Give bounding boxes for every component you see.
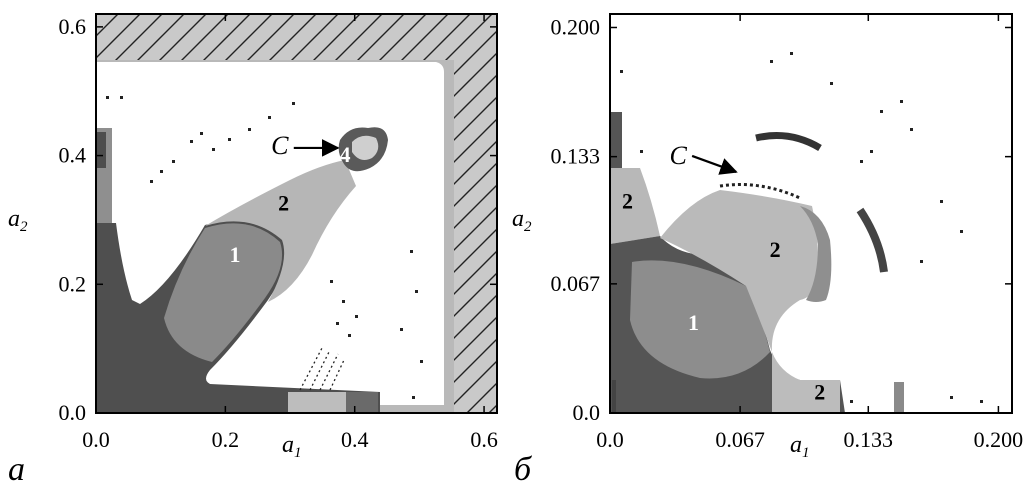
panel-b-dots <box>620 52 983 403</box>
panel-b-arc-1 <box>755 132 822 152</box>
panel-b-region-2-mid <box>660 190 819 352</box>
panel-b-region-2-bottom <box>772 352 840 413</box>
panel-b-annotation: C <box>669 141 738 175</box>
panel-b-ytick-label: 0.0 <box>573 400 601 425</box>
panel-b-ytick-label: 0.133 <box>551 144 601 169</box>
panel-b-region-labels: 2 2 1 2 4 <box>622 189 831 405</box>
panel-b-frame <box>609 13 1013 414</box>
panel-a-ytick-label: 0.6 <box>59 14 87 39</box>
panel-b-region-2-left <box>610 168 660 244</box>
panel-b-ytick-label: 0.200 <box>551 14 601 39</box>
panel-a-ticks: 0.0 0.2 0.4 0.6 0.0 0.2 0.4 0.6 <box>59 14 498 452</box>
panel-a-xtick-label: 0.6 <box>470 427 498 452</box>
panel-b-left-strip-top <box>610 112 622 170</box>
panel-b-vstrip-1 <box>894 382 904 413</box>
panel-a-blob-C-light <box>352 135 379 160</box>
panel-a-regions <box>96 14 497 413</box>
panel-b-region-1 <box>630 260 770 379</box>
panel-a-annotation: C <box>271 131 340 160</box>
panel-b-xtick-label: 0.133 <box>844 427 894 452</box>
panel-b-ticks: 0.0 0.067 0.133 0.200 0.0 0.067 0.133 0.200 <box>551 14 1024 452</box>
panel-b-region-label: 4 <box>820 193 831 218</box>
panel-a-ytick-label: 0.2 <box>59 271 87 296</box>
panel-b: 0.0 0.067 0.133 0.200 0.0 0.067 0.133 0.200 2 2 1… <box>551 13 1024 452</box>
panel-a-bottom-light <box>288 392 346 413</box>
panel-a-region-2 <box>205 160 356 302</box>
panel-b-annotation-label: C <box>669 141 687 170</box>
panel-b-region-label: 2 <box>770 237 781 262</box>
panel-a-region-1 <box>164 223 283 362</box>
panel-b-regions <box>610 14 1012 413</box>
panel-a-letter: a <box>8 451 25 486</box>
panel-a-annotation-label: C <box>271 131 289 160</box>
panel-a-ytick-label: 0.0 <box>59 400 87 425</box>
panel-a-region-labels: 2 1 4 <box>230 142 351 267</box>
panel-a-frame <box>95 13 498 414</box>
panel-a-region-label: 1 <box>230 242 241 267</box>
panel-b-arc-3 <box>856 207 888 273</box>
panel-b-region-label: 1 <box>688 310 699 335</box>
panel-a-dots <box>106 96 423 399</box>
panel-a-region-label: 4 <box>340 142 351 167</box>
panel-b-vstrip-2 <box>612 380 616 413</box>
panel-b-annotation-arrow <box>691 154 738 175</box>
panel-a-xtick-label: 0.2 <box>212 427 240 452</box>
panel-a-left-strip-dark <box>96 132 106 168</box>
panel-b-arc-2 <box>719 183 801 200</box>
panel-a-xtick-label: 0.4 <box>341 427 369 452</box>
panel-b-xtick-label: 0.067 <box>715 427 765 452</box>
panel-b-ytick-label: 0.067 <box>551 271 601 296</box>
panel-a-region-label: 2 <box>278 190 289 215</box>
panel-a: 0.0 0.2 0.4 0.6 0.0 0.2 0.4 0.6 2 1 4 C <box>59 13 498 452</box>
panel-b-xtick-label: 0.0 <box>596 427 624 452</box>
panel-b-ylabel: a2 <box>512 206 532 235</box>
panel-b-band <box>800 206 832 302</box>
panel-b-xlabel: a1 <box>790 432 810 461</box>
panel-a-xlabel: a1 <box>282 432 302 461</box>
panel-a-bottom-dark <box>346 392 378 413</box>
panel-b-xtick-label: 0.200 <box>974 427 1024 452</box>
panel-b-region-label: 2 <box>622 189 633 214</box>
panel-b-region-label: 2 <box>814 380 825 405</box>
panel-a-diag-lines <box>299 347 345 391</box>
panel-a-ytick-label: 0.4 <box>59 143 87 168</box>
panel-b-letter: б <box>514 451 533 486</box>
panel-a-xtick-label: 0.0 <box>82 427 110 452</box>
panel-a-ylabel: a2 <box>8 206 28 235</box>
